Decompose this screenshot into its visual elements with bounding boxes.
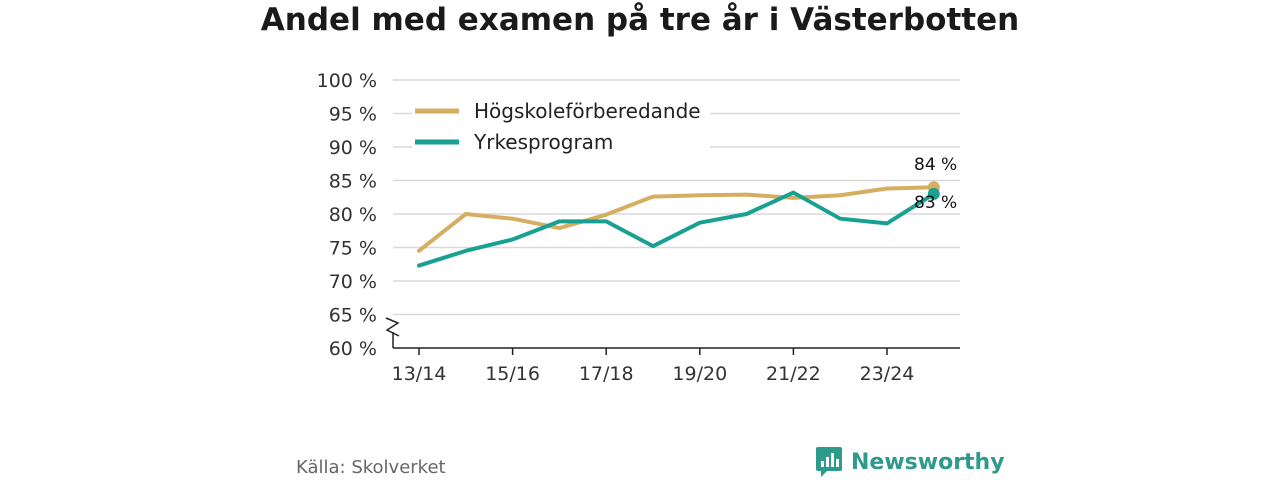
series-line-1 bbox=[417, 185, 936, 253]
y-tick-label: 90 % bbox=[329, 137, 377, 159]
x-tick-label: 21/22 bbox=[766, 363, 821, 385]
x-tick-label: 23/24 bbox=[860, 363, 915, 385]
y-axis-ticks: 60 % 65 % 70 % 75 % 80 % 85 % 90 % 95 % 100 % bbox=[317, 70, 377, 360]
legend-label: Yrkesprogram bbox=[473, 130, 613, 154]
y-tick-label: 75 % bbox=[329, 238, 377, 260]
y-tick-label: 65 % bbox=[329, 305, 377, 327]
x-tick-label: 15/16 bbox=[485, 363, 540, 385]
series-line-2 bbox=[417, 190, 936, 268]
legend-backdrop bbox=[412, 129, 710, 155]
x-tick-label: 13/14 bbox=[392, 363, 447, 385]
y-tick-label: 100 % bbox=[317, 70, 377, 92]
series bbox=[417, 181, 940, 268]
y-tick-label: 85 % bbox=[329, 171, 377, 193]
end-point-marker bbox=[927, 187, 940, 200]
x-tick-label: 17/18 bbox=[579, 363, 634, 385]
y-tick-label: 70 % bbox=[329, 271, 377, 293]
brand-logo: Newsworthy bbox=[815, 446, 1005, 478]
y-tick-label: 80 % bbox=[329, 204, 377, 226]
end-value-label: 83 % bbox=[914, 193, 957, 213]
end-labels: 84 % 83 % bbox=[914, 155, 957, 213]
end-value-label: 84 % bbox=[914, 155, 957, 175]
axis-break-icon bbox=[385, 317, 400, 337]
x-axis-ticks: 13/14 15/16 17/18 19/20 21/22 23/24 bbox=[392, 348, 915, 385]
legend-backdrop bbox=[412, 98, 710, 124]
x-tick-label: 19/20 bbox=[672, 363, 727, 385]
axes bbox=[385, 317, 960, 349]
legend: Högskoleförberedande Yrkesprogram bbox=[412, 98, 710, 155]
brand-name: Newsworthy bbox=[851, 449, 1005, 475]
source-note: Källa: Skolverket bbox=[296, 457, 446, 478]
chart-title: Andel med examen på tre år i Västerbotte… bbox=[260, 2, 1020, 38]
y-tick-label: 95 % bbox=[329, 104, 377, 126]
legend-label: Högskoleförberedande bbox=[474, 99, 701, 123]
newsworthy-logo-icon bbox=[816, 447, 842, 477]
y-tick-label: 60 % bbox=[329, 338, 377, 360]
